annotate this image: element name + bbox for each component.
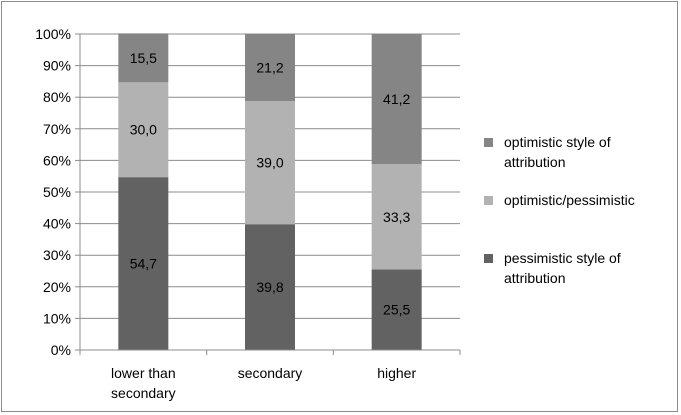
bar-segment — [371, 269, 422, 350]
y-tick-label: 70% — [43, 121, 71, 137]
y-tick-label: 90% — [43, 58, 71, 74]
y-tick-label: 30% — [43, 247, 71, 263]
legend-swatch — [484, 196, 493, 205]
legend-swatch — [484, 138, 493, 147]
legend-label: pessimistic style of — [504, 250, 621, 266]
y-tick-label: 80% — [43, 89, 71, 105]
x-category-label: secondary — [111, 385, 176, 401]
legend: optimistic style of attribution optimistic… — [484, 134, 635, 286]
legend-swatch — [484, 254, 493, 263]
y-tick-label: 60% — [43, 152, 71, 168]
bar-segment — [371, 164, 422, 270]
bar-segment — [118, 177, 169, 350]
bar-segment — [118, 82, 169, 178]
data-label: 30,0 — [130, 122, 157, 138]
data-label: 25,5 — [383, 302, 410, 318]
bar-segment — [245, 34, 295, 101]
axes: 0% 10% 20% 30% 40% 50% 60% 70% 80% 90% 100% lower t… — [35, 26, 461, 401]
y-tick-label: 40% — [43, 216, 71, 232]
data-label: 39,0 — [256, 155, 283, 171]
data-label: 15,5 — [130, 50, 157, 66]
legend-label: optimistic/pessimistic — [504, 192, 635, 208]
bar-segment — [245, 224, 295, 350]
bar-segment — [118, 33, 169, 83]
data-label: 21,2 — [256, 59, 283, 75]
data-label: 39,8 — [256, 279, 283, 295]
bar-segment — [371, 34, 422, 165]
bar-segment — [245, 100, 295, 225]
legend-label: attribution — [504, 154, 565, 170]
data-label: 41,2 — [383, 91, 410, 107]
y-tick-label: 100% — [35, 26, 71, 42]
y-tick-label: 10% — [43, 310, 71, 326]
data-label: 54,7 — [130, 256, 157, 272]
y-tick-label: 50% — [43, 184, 71, 200]
y-tick-label: 0% — [51, 342, 71, 358]
y-tick-label: 20% — [43, 279, 71, 295]
data-label: 33,3 — [383, 209, 410, 225]
x-category-label: lower than — [111, 365, 176, 381]
legend-label: attribution — [504, 270, 565, 286]
legend-label: optimistic style of — [504, 134, 611, 150]
bars: 54,7 30,0 15,5 39,8 39,0 21,2 25,5 33,3 41,2 — [118, 33, 422, 350]
x-category-label: higher — [377, 365, 416, 381]
x-category-label: secondary — [238, 365, 303, 381]
